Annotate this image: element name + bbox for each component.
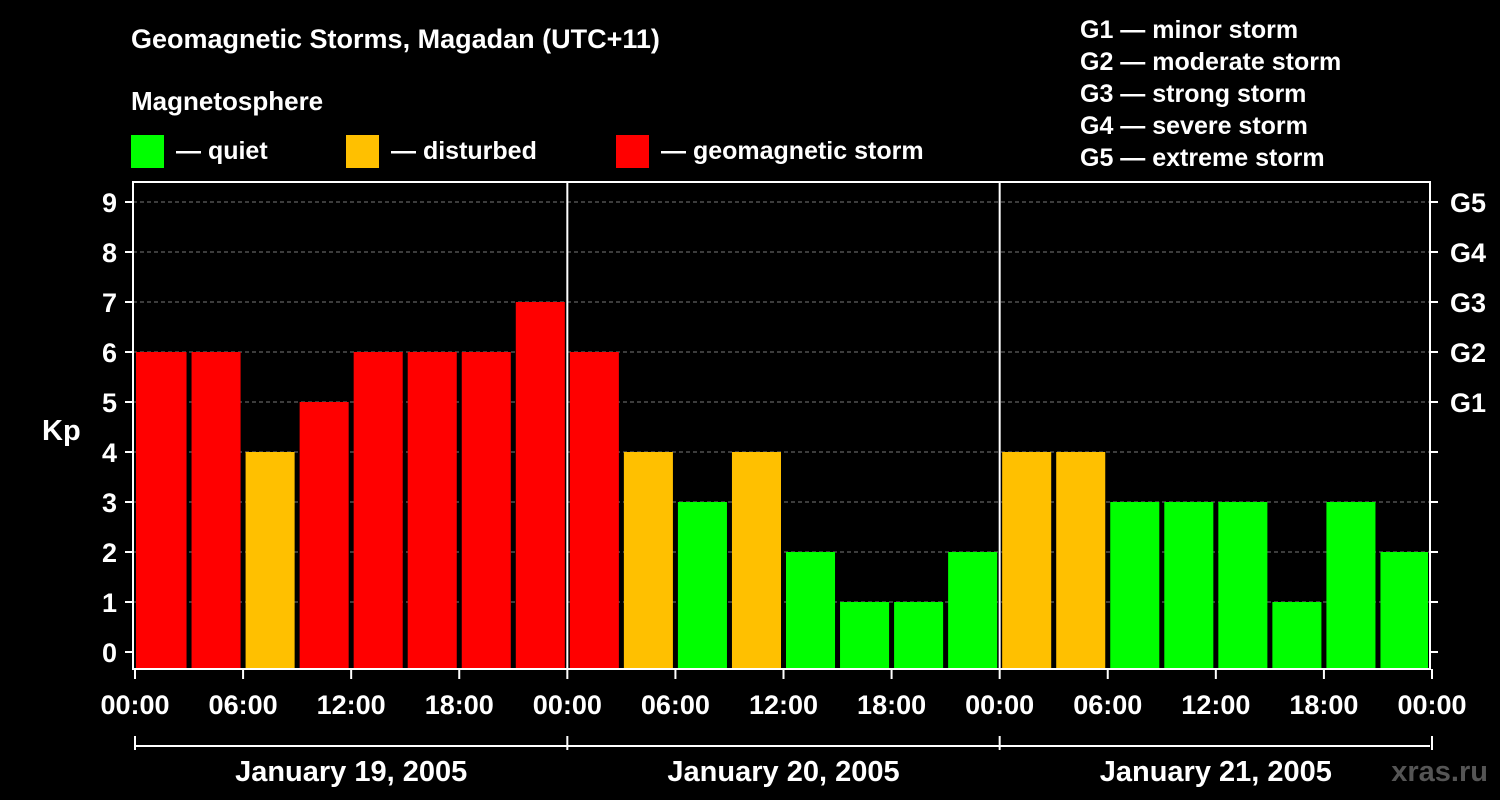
y-tick-label-4: 4 (102, 438, 117, 468)
day-label-1: January 20, 2005 (667, 756, 899, 788)
kp-bar-23 (1380, 552, 1428, 669)
plot-frame (132, 181, 1431, 670)
x-tick-label-8: 00:00 (965, 690, 1034, 720)
x-tick-label-4: 00:00 (533, 690, 602, 720)
kp-bar-7 (515, 302, 565, 669)
y-tick-label-7: 7 (102, 288, 117, 318)
storm-scale-g2: G2 — moderate storm (1080, 48, 1342, 76)
kp-bar-17 (1056, 452, 1106, 669)
kp-bar-20 (1218, 502, 1268, 669)
x-tick-label-2: 12:00 (317, 690, 386, 720)
kp-bar-22 (1326, 502, 1376, 669)
storm-scale-legend: G1 — minor storm G2 — moderate storm G3 … (1080, 14, 1341, 174)
legend-storm-label: — geomagnetic storm (661, 136, 924, 165)
kp-bar-2 (245, 452, 295, 669)
kp-bar-11 (731, 452, 781, 669)
kp-bar-15 (948, 552, 998, 669)
x-tick-label-7: 18:00 (857, 690, 926, 720)
y-tick-label-8: 8 (102, 238, 117, 268)
y-tick-label-9: 9 (102, 188, 117, 218)
watermark: xras.ru (1391, 756, 1488, 788)
kp-bar-5 (407, 352, 457, 669)
storm-scale-g1: G1 — minor storm (1080, 16, 1299, 44)
y-tick-label-2: 2 (102, 538, 117, 568)
kp-bar-21 (1272, 602, 1322, 669)
y-axis-label: Kp (42, 415, 81, 447)
legend-quiet-label: — quiet (176, 136, 268, 165)
legend-storm: — geomagnetic storm (616, 134, 924, 168)
kp-bar-6 (461, 352, 511, 669)
chart-title: Geomagnetic Storms, Magadan (UTC+11) (131, 24, 660, 54)
day-label-0: January 19, 2005 (235, 756, 467, 788)
magnetosphere-label: Magnetosphere (131, 86, 324, 116)
y-tick-label-5: 5 (102, 388, 117, 418)
x-tick-label-10: 12:00 (1181, 690, 1250, 720)
kp-bar-12 (786, 552, 836, 669)
kp-bar-8 (569, 352, 619, 669)
g-scale-label-g3: G3 (1450, 288, 1486, 318)
x-tick-label-12: 00:00 (1397, 690, 1466, 720)
legend-quiet: — quiet (131, 134, 268, 168)
x-tick-label-5: 06:00 (641, 690, 710, 720)
kp-bar-9 (623, 452, 673, 669)
x-tick-label-9: 06:00 (1073, 690, 1142, 720)
storm-scale-g4: G4 — severe storm (1080, 112, 1308, 140)
x-tick-label-11: 18:00 (1289, 690, 1358, 720)
x-tick-label-0: 00:00 (100, 690, 169, 720)
storm-scale-g3: G3 — strong storm (1080, 80, 1307, 108)
y-tick-label-1: 1 (102, 588, 117, 618)
kp-bar-3 (299, 402, 349, 669)
kp-bar-16 (1002, 452, 1052, 669)
kp-bar-10 (677, 502, 727, 669)
kp-bar-0 (136, 352, 187, 669)
storm-scale-g5: G5 — extreme storm (1080, 144, 1325, 172)
legend-storm-swatch (616, 134, 649, 168)
g-scale-label-g2: G2 (1450, 338, 1486, 368)
kp-bar-1 (191, 352, 241, 669)
kp-bar-14 (894, 602, 944, 669)
g-scale-label-g4: G4 (1450, 238, 1486, 268)
y-tick-label-3: 3 (102, 488, 117, 518)
y-tick-label-6: 6 (102, 338, 117, 368)
kp-bar-19 (1164, 502, 1214, 669)
g-scale-label-g5: G5 (1450, 188, 1486, 218)
legend-disturbed: — disturbed (346, 134, 537, 168)
legend-disturbed-swatch (346, 134, 379, 168)
day-label-2: January 21, 2005 (1100, 756, 1332, 788)
legend-quiet-swatch (131, 134, 164, 168)
x-tick-label-6: 12:00 (749, 690, 818, 720)
x-tick-label-3: 18:00 (425, 690, 494, 720)
g-scale-label-g1: G1 (1450, 388, 1486, 418)
kp-bar-13 (840, 602, 890, 669)
y-tick-label-0: 0 (102, 638, 117, 668)
kp-bar-4 (353, 352, 403, 669)
kp-bar-18 (1110, 502, 1160, 669)
x-tick-label-1: 06:00 (209, 690, 278, 720)
legend-disturbed-label: — disturbed (391, 136, 537, 165)
